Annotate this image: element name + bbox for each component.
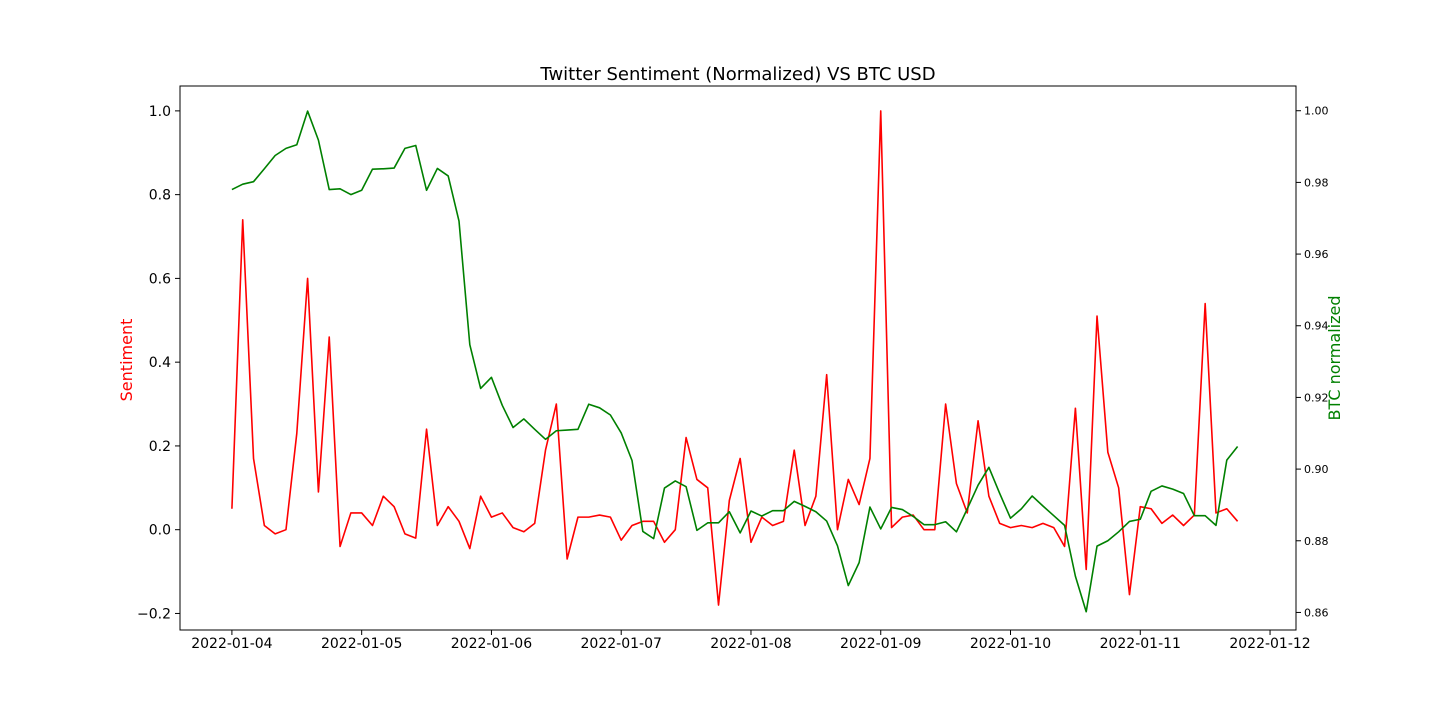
x-tick-label: 2022-01-04 — [191, 636, 272, 652]
left-y-tick-label: −0.2 — [137, 606, 171, 622]
plot-area: 2022-01-04 2022-01-05 2022-01-06 2022-01-07… — [137, 85, 1329, 652]
x-tick-label: 2022-01-09 — [840, 636, 921, 652]
right-y-tick-label: 0.98 — [1304, 176, 1329, 189]
plot-frame — [179, 85, 1297, 631]
right-y-tick-label: 0.88 — [1304, 535, 1329, 548]
left-y-tick-label: 0.0 — [149, 523, 171, 539]
left-y-tick-label: 0.4 — [149, 355, 171, 371]
chart-title: Twitter Sentiment (Normalized) VS BTC US… — [539, 64, 935, 85]
btc-series-line — [231, 110, 1239, 613]
x-tick-label: 2022-01-08 — [710, 636, 791, 652]
left-y-tick-label: 0.6 — [149, 271, 171, 287]
left-y-tick-label: 0.2 — [149, 439, 171, 455]
x-tick-label: 2022-01-07 — [581, 636, 662, 652]
right-y-tick-label: 0.92 — [1304, 391, 1329, 404]
left-y-tick-label: 1.0 — [149, 104, 171, 120]
x-tick-label: 2022-01-11 — [1100, 636, 1181, 652]
left-y-tick-label: 0.8 — [149, 188, 171, 204]
right-y-tick-label: 0.86 — [1304, 606, 1329, 619]
sentiment-series-line — [231, 110, 1239, 606]
right-y-tick-label: 0.96 — [1304, 248, 1329, 261]
right-y-tick-label: 0.94 — [1304, 320, 1329, 333]
right-y-tick-label: 1.00 — [1304, 105, 1329, 118]
x-tick-label: 2022-01-10 — [970, 636, 1051, 652]
x-tick-label: 2022-01-12 — [1229, 636, 1310, 652]
left-axis-label: Sentiment — [117, 319, 136, 402]
right-axis-label: BTC normalized — [1325, 296, 1344, 421]
x-tick-label: 2022-01-05 — [321, 636, 402, 652]
x-tick-label: 2022-01-06 — [451, 636, 532, 652]
right-y-tick-label: 0.90 — [1304, 463, 1329, 476]
